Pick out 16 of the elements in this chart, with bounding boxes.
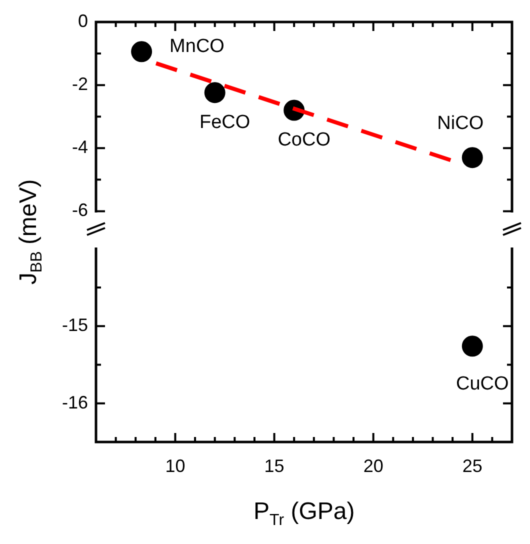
y-tick-label: -4	[72, 137, 88, 158]
x-tick-label: 10	[165, 456, 186, 476]
annotation: CuCO	[456, 373, 509, 394]
annotation: FeCO	[200, 112, 250, 133]
y-tick-label: 0	[78, 10, 88, 31]
y-tick-label: -15	[62, 315, 88, 336]
y-tick-label: -2	[72, 74, 88, 94]
x-tick-label: 15	[264, 456, 284, 476]
x-tick-label: 20	[363, 456, 384, 476]
annotation: MnCO	[170, 36, 224, 57]
annotation: NiCO	[437, 112, 484, 134]
annotation: CoCO	[278, 130, 330, 151]
y-tick-label: -6	[72, 200, 88, 220]
x-axis-title: P$_{Tr}$ (GPa)	[254, 498, 355, 530]
x-tick-label: 25	[462, 456, 482, 476]
y-tick-label: -16	[62, 392, 88, 412]
